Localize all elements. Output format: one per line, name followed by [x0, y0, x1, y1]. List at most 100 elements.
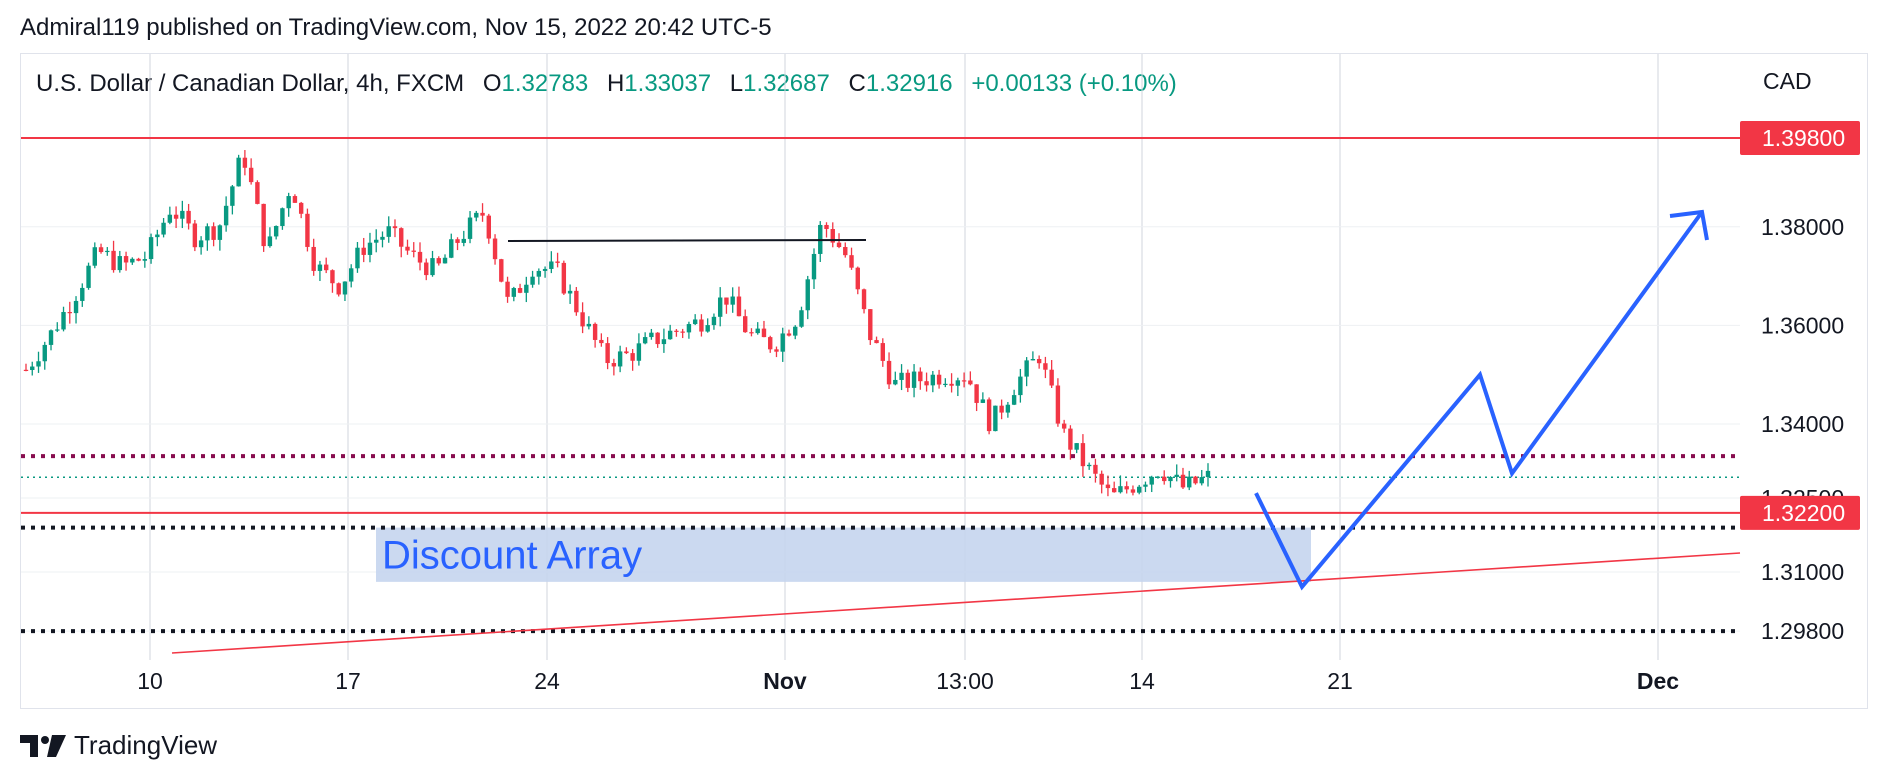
candle-body	[355, 247, 360, 269]
candle-body	[567, 290, 573, 294]
candle-body	[586, 323, 592, 327]
symbol-legend: U.S. Dollar / Canadian Dollar, 4h, FXCM …	[36, 70, 1177, 98]
candle-body	[386, 226, 391, 237]
candle-body	[986, 399, 992, 432]
candle-body	[743, 316, 748, 333]
candle-body	[1005, 404, 1011, 413]
candle-body	[336, 283, 341, 295]
candle-body	[1187, 476, 1192, 488]
time-tick-label: 13:00	[936, 668, 994, 694]
candle-body	[248, 167, 254, 183]
candle-body	[505, 281, 510, 297]
currency-label[interactable]: CAD	[1763, 68, 1812, 94]
candle-body	[999, 405, 1004, 413]
candle-body	[1137, 486, 1142, 493]
candle-body	[580, 312, 585, 327]
candle-body	[273, 225, 279, 237]
candle-body	[780, 333, 785, 352]
candle-body	[86, 265, 91, 288]
candle-body	[399, 228, 404, 247]
candle-body	[298, 202, 304, 214]
candle-body	[630, 353, 635, 361]
time-tick-label: 14	[1129, 668, 1155, 694]
chart-frame[interactable]	[20, 53, 1868, 709]
candle-body	[993, 405, 998, 432]
time-tick-label: 24	[534, 668, 560, 694]
candle-body	[455, 239, 460, 243]
candle-body	[1105, 484, 1111, 489]
candle-body	[943, 383, 948, 386]
open-value: 1.32783	[501, 70, 589, 97]
projection-path	[1254, 210, 1704, 591]
candle-body	[599, 339, 604, 344]
candle-body	[148, 237, 154, 260]
candle-body	[173, 214, 179, 219]
candle-body	[886, 360, 892, 385]
open-label: O	[482, 70, 502, 97]
candle-body	[811, 253, 817, 280]
candle-body	[755, 328, 760, 334]
candle-body	[1093, 464, 1098, 474]
candle-body	[61, 312, 66, 330]
candle-body	[480, 212, 485, 216]
close-value: 1.32916	[865, 70, 953, 97]
candle-body	[305, 213, 310, 247]
time-tick-label: Dec	[1637, 668, 1679, 694]
candle-body	[843, 247, 848, 256]
projection-arrowhead	[1669, 209, 1709, 241]
candle-body	[592, 323, 598, 340]
candle-body	[230, 186, 235, 206]
candle-body	[155, 234, 160, 238]
candle-body	[667, 330, 673, 340]
candle-body	[1074, 443, 1079, 450]
candle-body	[105, 250, 110, 253]
candle-body	[30, 366, 35, 371]
candle-body	[1061, 423, 1067, 429]
candle-body	[236, 157, 241, 187]
price-tag	[1740, 495, 1860, 530]
low-label: L	[729, 70, 744, 97]
candle-body	[768, 337, 773, 350]
candle-body	[730, 296, 735, 305]
candle-body	[980, 399, 986, 403]
candle-body	[836, 242, 842, 248]
time-tick-label: 10	[137, 668, 163, 694]
candle-body	[280, 208, 285, 226]
candle-body	[198, 240, 204, 248]
candle-body	[1099, 473, 1104, 485]
change-value: +0.00133 (+0.10%)	[971, 70, 1177, 97]
candle-body	[674, 330, 679, 332]
candle-body	[186, 210, 191, 224]
candle-body	[617, 351, 623, 367]
candle-body	[436, 258, 441, 264]
footer-brand[interactable]: TradingView	[74, 730, 218, 760]
candle-body	[542, 268, 548, 271]
candle-body	[411, 250, 416, 252]
time-tick-label: 17	[335, 668, 361, 694]
candle-body	[717, 297, 723, 317]
candle-body	[1124, 486, 1129, 490]
candle-body	[918, 371, 923, 382]
candle-body	[367, 242, 373, 255]
candle-body	[680, 331, 685, 333]
candle-body	[899, 372, 904, 380]
candle-body	[442, 257, 448, 264]
candle-body	[949, 383, 954, 386]
symbol-name[interactable]: U.S. Dollar / Canadian Dollar, 4h, FXCM	[36, 70, 465, 97]
price-axis: 1.298001.310001.325001.340001.360001.380…	[1740, 121, 1860, 644]
candle-body	[161, 222, 166, 235]
candle-body	[424, 262, 429, 276]
candle-body	[449, 239, 454, 258]
candle-body	[649, 332, 654, 338]
candle-body	[574, 290, 579, 313]
candle-body	[486, 215, 491, 239]
candle-body	[1036, 358, 1042, 364]
candle-body	[549, 261, 554, 269]
candle-body	[1030, 358, 1036, 361]
candle-body	[67, 312, 72, 314]
candle-body	[849, 255, 854, 268]
candle-body	[874, 340, 879, 344]
candle-body	[692, 319, 698, 325]
tradingview-logo-icon[interactable]	[20, 734, 66, 757]
